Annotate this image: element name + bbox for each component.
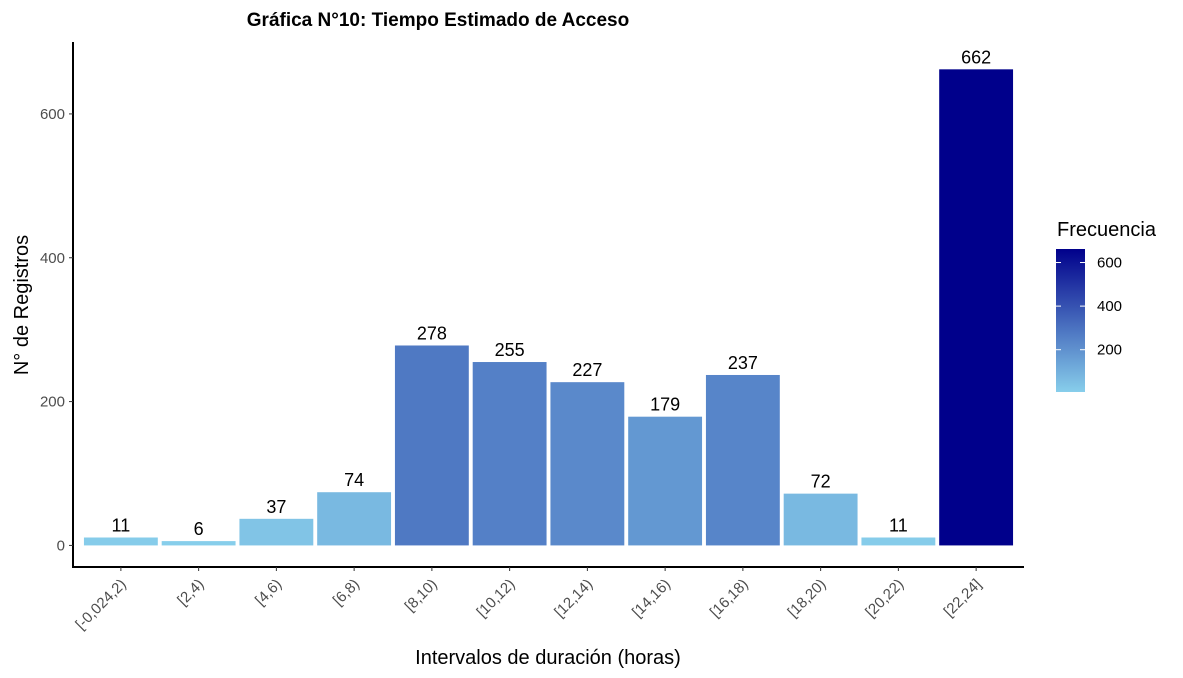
- bar: [705, 374, 780, 546]
- bar: [317, 492, 392, 546]
- bar: [861, 537, 936, 546]
- y-axis-title: N° de Registros: [11, 235, 33, 375]
- bar: [550, 382, 625, 546]
- bar-value-label: 278: [417, 323, 447, 343]
- bar: [783, 493, 858, 546]
- legend-ticks-group: 200 400 600: [1056, 255, 1122, 359]
- bar-value-label: 37: [266, 497, 286, 517]
- x-tick-label: [8,10): [402, 576, 441, 615]
- bar-value-label: 237: [728, 353, 758, 373]
- x-axis-title: Intervalos de duración (horas): [415, 647, 681, 669]
- bar-value-label: 227: [572, 360, 602, 380]
- bar-value-label: 6: [194, 519, 204, 539]
- x-tick-label: [20,22): [862, 576, 907, 621]
- y-ticks-group: 0 200 400 600: [40, 106, 73, 554]
- x-tick-label: [22,24]: [940, 576, 984, 620]
- x-tick-label: [10,12): [473, 576, 518, 621]
- bar-value-label: 179: [650, 395, 680, 415]
- y-tick-label: 0: [57, 537, 65, 554]
- bars-group: [83, 69, 1014, 546]
- x-tick-label: [12,14): [551, 576, 596, 621]
- x-tick-label: [4,6): [252, 576, 285, 609]
- x-tick-label: [18,20): [784, 576, 829, 621]
- x-tick-label: [14,16): [629, 576, 674, 621]
- data-labels-group: 11 6 37 74 278 255 227 179 237 72 11 662: [112, 47, 992, 539]
- bar-value-label: 11: [889, 516, 908, 536]
- x-tick-label: [16,18): [707, 576, 752, 621]
- x-tick-label: [-0,024,2): [72, 576, 129, 633]
- legend-colorbar: [1056, 249, 1085, 392]
- x-tick-label: [2,4): [174, 576, 207, 609]
- bar-value-label: 74: [344, 470, 364, 490]
- bar-value-label: 662: [961, 47, 991, 67]
- chart-title: Gráfica N°10: Tiempo Estimado de Acceso: [247, 10, 629, 31]
- legend-tick-label: 200: [1097, 342, 1122, 359]
- bar: [628, 416, 703, 546]
- legend-tick-label: 600: [1097, 255, 1122, 272]
- y-tick-label: 400: [40, 250, 65, 267]
- bar-value-label: 11: [112, 516, 131, 536]
- bar: [939, 69, 1014, 546]
- bar-value-label: 255: [495, 340, 525, 360]
- bar: [161, 541, 236, 546]
- legend-tick-label: 400: [1097, 298, 1122, 315]
- bar: [239, 518, 314, 546]
- bar: [472, 362, 547, 546]
- bar: [394, 345, 469, 546]
- y-tick-label: 200: [40, 394, 65, 411]
- bar: [83, 537, 158, 546]
- y-tick-label: 600: [40, 106, 65, 123]
- legend-title: Frecuencia: [1057, 219, 1157, 241]
- x-tick-label: [6,8): [330, 576, 363, 609]
- x-ticks-group: [-0,024,2) [2,4) [4,6) [6,8) [8,10) [10,12) [1…: [72, 567, 985, 633]
- legend: Frecuencia 200 400 600: [1056, 219, 1157, 392]
- bar-value-label: 72: [811, 472, 831, 492]
